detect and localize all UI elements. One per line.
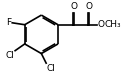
Text: Cl: Cl	[46, 64, 55, 73]
Text: CH₃: CH₃	[105, 20, 121, 29]
Text: O: O	[70, 2, 77, 11]
Text: O: O	[97, 20, 104, 29]
Text: Cl: Cl	[6, 51, 15, 60]
Text: F: F	[7, 18, 12, 27]
Text: O: O	[85, 2, 92, 11]
